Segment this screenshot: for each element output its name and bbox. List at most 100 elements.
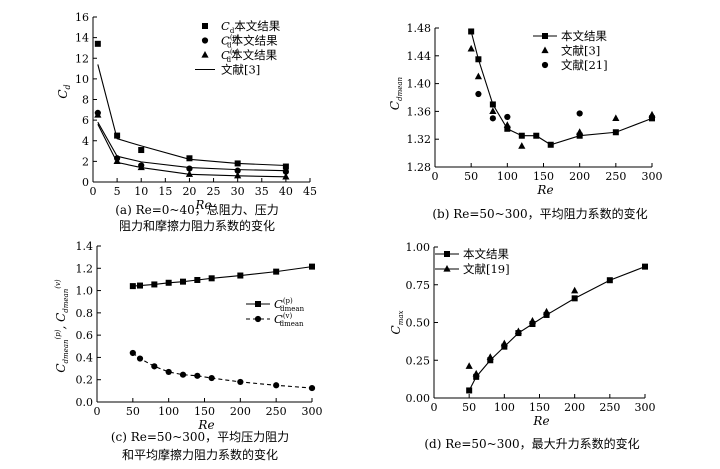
x-tick-label: 40 bbox=[279, 185, 293, 198]
y-tick-label: 0.2 bbox=[76, 374, 94, 387]
data-point bbox=[138, 147, 145, 154]
x-tick-label: 0 bbox=[90, 185, 97, 198]
data-point bbox=[273, 268, 280, 275]
data-point bbox=[237, 272, 244, 279]
legend-label: 本文结果 bbox=[463, 247, 509, 261]
x-tick-label: 150 bbox=[533, 170, 554, 183]
y-axis-label-sub: dmean bbox=[396, 76, 404, 100]
y-tick-label: 4 bbox=[82, 135, 89, 148]
y-tick-label: 1.0 bbox=[76, 285, 94, 298]
data-point bbox=[237, 378, 244, 386]
legend-label: Cd本文结果 bbox=[221, 19, 281, 35]
data-point bbox=[465, 362, 473, 369]
legend-label: C(p) d本文结果 bbox=[221, 34, 278, 50]
x-tick-label: 50 bbox=[126, 405, 140, 418]
x-axis-label: Re bbox=[536, 183, 553, 197]
legend-label: 文献[3] bbox=[561, 44, 600, 58]
data-point bbox=[518, 132, 525, 139]
y-tick-label: 1.44 bbox=[407, 50, 432, 63]
legend-label-main: C bbox=[221, 48, 230, 62]
legend-label-sub: d bbox=[227, 56, 232, 64]
data-point bbox=[486, 353, 494, 360]
panel-a: 0 5 10 15 20 25 30 35 40 450246810121416ReCdCd本文结… bbox=[56, 11, 317, 233]
x-tick-label: 50 bbox=[464, 170, 478, 183]
y-axis-label-sup2: (v) bbox=[54, 279, 62, 289]
legend-label: C(p) dmean bbox=[274, 297, 305, 313]
y-axis-label-sub: dmean bbox=[62, 339, 70, 363]
data-point bbox=[165, 279, 172, 286]
y-axis-label: Cmax bbox=[389, 310, 405, 334]
series-line bbox=[97, 124, 286, 178]
legend-label: C(v) d本文结果 bbox=[221, 48, 278, 64]
caption-line: (b) Re=50~300，平均阻力系数的变化 bbox=[432, 206, 647, 221]
y-axis-label-sub2: dmean bbox=[62, 288, 70, 312]
data-point bbox=[528, 316, 537, 324]
legend-label: 本文结果 bbox=[561, 29, 607, 43]
y-tick-label: 1.2 bbox=[76, 262, 94, 275]
data-point bbox=[94, 40, 101, 47]
data-point bbox=[504, 125, 511, 132]
y-axis-label-sep: , C bbox=[54, 313, 68, 330]
x-tick-label: 25 bbox=[207, 185, 221, 198]
x-axis-label: Re bbox=[532, 414, 549, 428]
x-axis-label: Re bbox=[194, 198, 211, 212]
data-point bbox=[612, 129, 619, 136]
data-point bbox=[487, 357, 494, 364]
legend-label-text: 本文结果 bbox=[234, 19, 280, 33]
data-point bbox=[529, 321, 536, 328]
legend-marker bbox=[201, 51, 209, 58]
data-point bbox=[466, 387, 473, 394]
data-point bbox=[165, 368, 172, 376]
data-point bbox=[576, 110, 583, 117]
x-tick-label: 200 bbox=[564, 401, 585, 414]
x-tick-label: 10 bbox=[134, 185, 148, 198]
x-tick-label: 20 bbox=[182, 185, 196, 198]
data-point bbox=[282, 172, 290, 180]
legend-label-sup: (p) bbox=[283, 297, 293, 305]
legend-marker bbox=[444, 251, 450, 257]
legend-marker bbox=[254, 315, 262, 323]
x-tick-label: 50 bbox=[462, 401, 476, 414]
data-point bbox=[472, 369, 480, 377]
data-point bbox=[194, 372, 201, 379]
panel-d: 0 50 100 150 200 250 300 0.00 0.25 0.50 0.75 1.00 Re… bbox=[389, 241, 656, 451]
x-tick-label: 150 bbox=[529, 401, 550, 414]
data-point bbox=[649, 115, 655, 122]
x-axis-label: Re bbox=[197, 418, 214, 432]
x-tick-label: 100 bbox=[494, 401, 515, 414]
panel-c: 0 50 100 150 200 250 300 0.0 0.2 0.4 0.6 0.8 1.0 1.2 1… bbox=[54, 240, 323, 462]
data-point bbox=[533, 132, 540, 139]
data-point bbox=[475, 56, 482, 63]
y-tick-label: 10 bbox=[75, 73, 89, 86]
legend-label-text: 本文结果 bbox=[232, 34, 278, 48]
legend-marker bbox=[201, 37, 209, 44]
series-b-0 bbox=[468, 28, 655, 148]
series-a-3 bbox=[97, 64, 286, 167]
data-point bbox=[151, 281, 158, 288]
x-tick-label: 200 bbox=[569, 170, 590, 183]
legend-marker bbox=[542, 33, 548, 39]
y-tick-label: 6 bbox=[82, 114, 89, 127]
y-axis-label-main: C bbox=[388, 101, 402, 110]
legend-label: 文献[21] bbox=[561, 58, 608, 72]
y-tick-label: 0.50 bbox=[406, 317, 431, 330]
legend-label-main: C bbox=[221, 19, 230, 33]
legend-label-main: C bbox=[221, 34, 230, 48]
y-tick-label: 0 bbox=[82, 176, 89, 189]
data-point bbox=[473, 373, 480, 380]
caption-line: (d) Re=50~300，最大升力系数的变化 bbox=[424, 436, 639, 451]
legend-label-sub: dmean bbox=[280, 305, 304, 313]
data-point bbox=[208, 275, 215, 282]
y-tick-label: 0.8 bbox=[76, 307, 94, 320]
x-tick-label: 45 bbox=[303, 185, 317, 198]
data-point bbox=[500, 339, 508, 347]
x-tick-label: 100 bbox=[158, 405, 179, 418]
series-b-1 bbox=[467, 44, 656, 149]
x-tick-label: 0 bbox=[94, 405, 101, 418]
data-point bbox=[137, 282, 143, 289]
legend-marker bbox=[202, 23, 208, 29]
y-tick-label: 0.25 bbox=[406, 354, 431, 367]
data-point bbox=[648, 110, 656, 118]
